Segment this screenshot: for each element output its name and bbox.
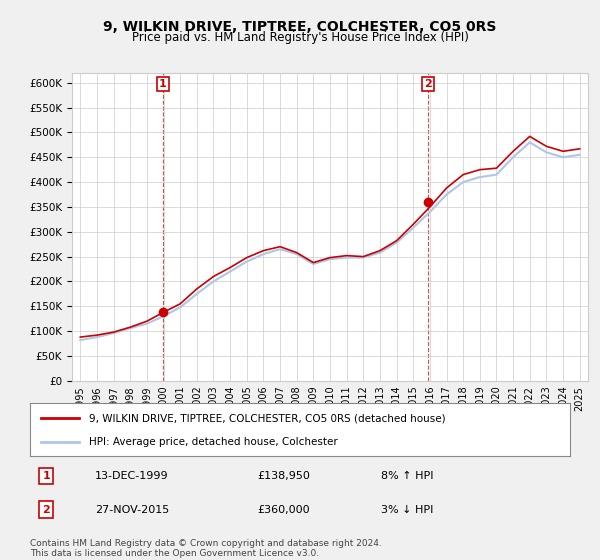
Text: £360,000: £360,000 (257, 505, 310, 515)
Text: 2: 2 (43, 505, 50, 515)
Text: Contains HM Land Registry data © Crown copyright and database right 2024.
This d: Contains HM Land Registry data © Crown c… (30, 539, 382, 558)
Text: 9, WILKIN DRIVE, TIPTREE, COLCHESTER, CO5 0RS (detached house): 9, WILKIN DRIVE, TIPTREE, COLCHESTER, CO… (89, 413, 446, 423)
Text: 13-DEC-1999: 13-DEC-1999 (95, 471, 169, 481)
Text: 9, WILKIN DRIVE, TIPTREE, COLCHESTER, CO5 0RS: 9, WILKIN DRIVE, TIPTREE, COLCHESTER, CO… (103, 20, 497, 34)
Text: 1: 1 (43, 471, 50, 481)
Text: 8% ↑ HPI: 8% ↑ HPI (381, 471, 433, 481)
Text: £138,950: £138,950 (257, 471, 310, 481)
Text: 3% ↓ HPI: 3% ↓ HPI (381, 505, 433, 515)
Text: HPI: Average price, detached house, Colchester: HPI: Average price, detached house, Colc… (89, 436, 338, 446)
Text: Price paid vs. HM Land Registry's House Price Index (HPI): Price paid vs. HM Land Registry's House … (131, 31, 469, 44)
Text: 1: 1 (159, 79, 167, 89)
Text: 2: 2 (424, 79, 432, 89)
Text: 27-NOV-2015: 27-NOV-2015 (95, 505, 169, 515)
